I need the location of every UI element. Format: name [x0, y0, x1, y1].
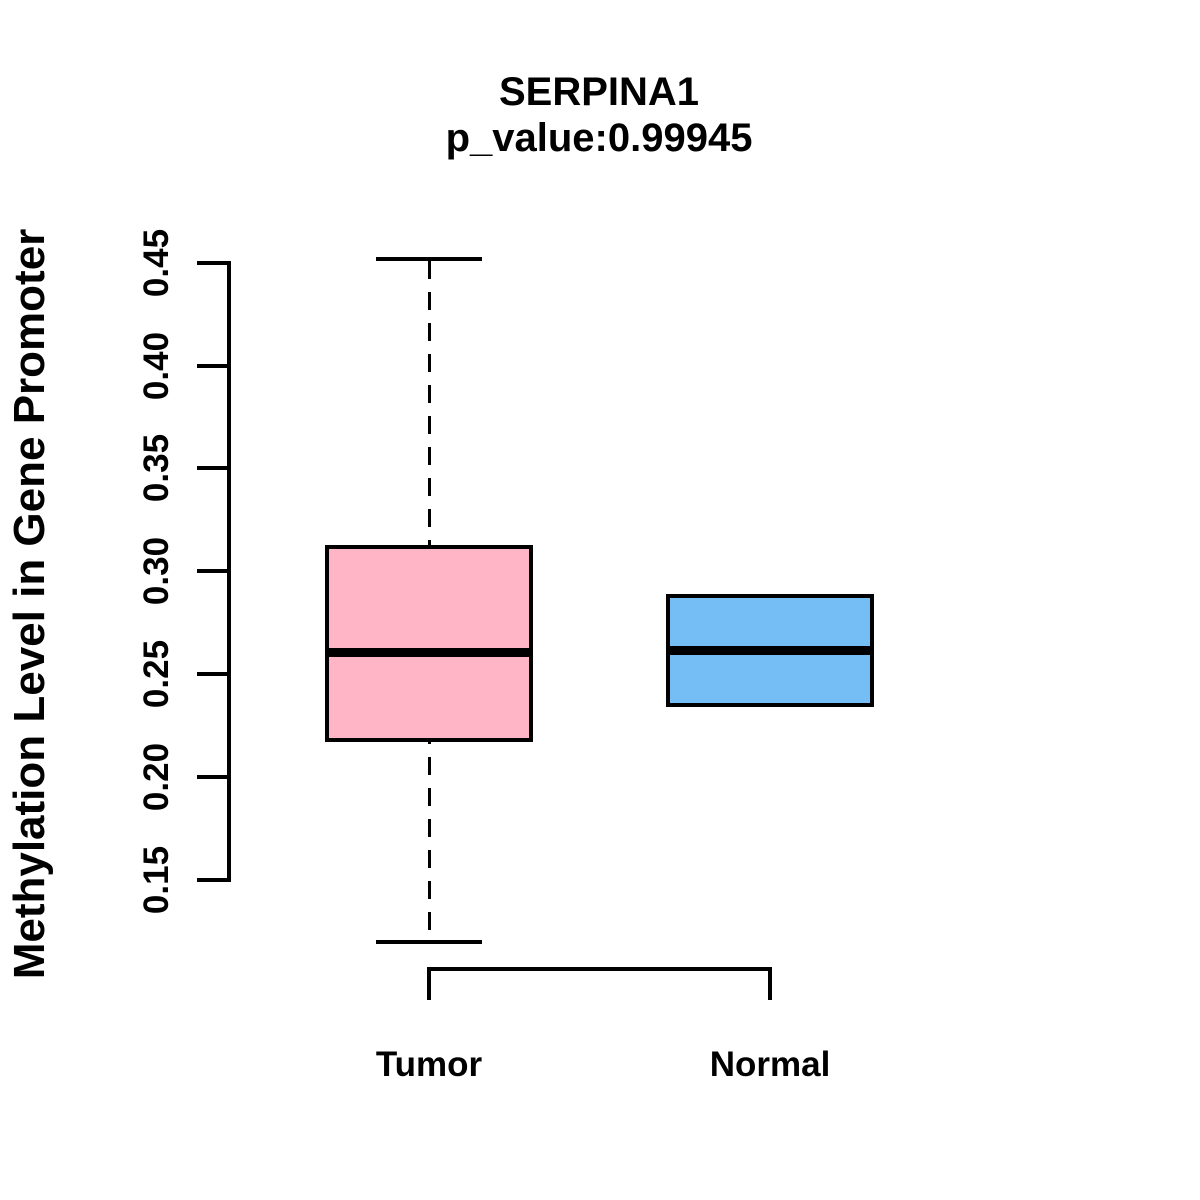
- y-tick-mark: [197, 775, 227, 779]
- y-tick-mark: [197, 364, 227, 368]
- x-label-normal: Normal: [709, 1045, 831, 1084]
- y-tick-label: 0.30: [137, 536, 176, 606]
- tumor-upper-whisker-cap: [376, 257, 482, 261]
- x-axis-tick-normal: [768, 969, 772, 1000]
- y-axis-label: Methylation Level in Gene Promoter: [5, 228, 54, 980]
- y-tick-mark: [197, 569, 227, 573]
- x-label-tumor: Tumor: [375, 1045, 483, 1084]
- y-tick-label: 0.45: [137, 228, 176, 298]
- chart-title: SERPINA1: [498, 70, 700, 114]
- x-axis-tick-tumor: [427, 969, 431, 1000]
- y-tick-label: 0.40: [137, 331, 176, 401]
- y-tick-mark: [197, 466, 227, 470]
- y-tick-label: 0.35: [137, 433, 176, 503]
- chart-subtitle: p_value:0.99945: [445, 116, 753, 160]
- y-tick-label: 0.25: [137, 639, 176, 709]
- y-tick-mark: [197, 261, 227, 265]
- x-axis-line: [427, 967, 772, 971]
- y-axis-line: [227, 261, 231, 882]
- normal-median-line: [666, 646, 874, 655]
- tumor-box: [325, 545, 533, 742]
- y-tick-mark: [197, 672, 227, 676]
- tumor-median-line: [325, 648, 533, 657]
- y-tick-label: 0.15: [137, 845, 176, 915]
- tumor-lower-whisker-cap: [376, 940, 482, 944]
- y-tick-mark: [197, 878, 227, 882]
- y-tick-label: 0.20: [137, 742, 176, 812]
